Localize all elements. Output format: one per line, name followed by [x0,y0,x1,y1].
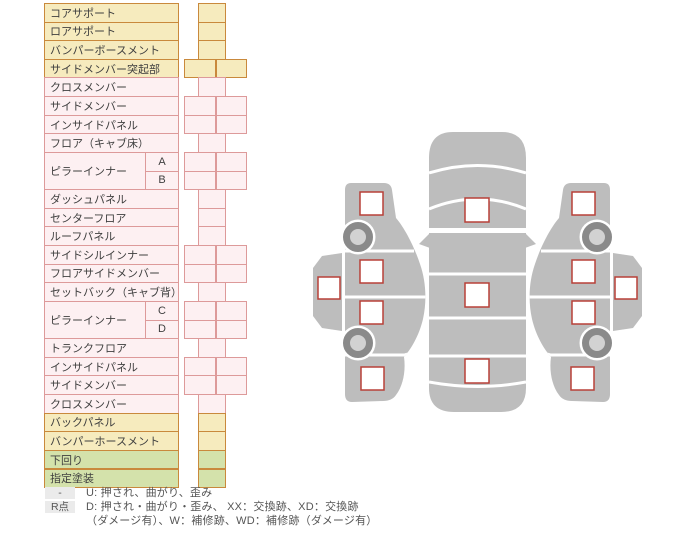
part-row-label: 指定塗装 [44,468,179,489]
part-sub-label: D [145,319,179,340]
damage-code-cell[interactable] [184,300,216,321]
damage-code-cell[interactable] [215,375,247,395]
part-row-label: ルーフパネル [44,226,179,247]
damage-code-cell[interactable] [184,151,216,172]
damage-code-cell[interactable] [215,58,247,79]
damage-code-cell[interactable] [198,394,226,414]
damage-code-cell[interactable] [198,468,226,489]
damage-code-cell[interactable] [215,300,247,321]
damage-markers [317,191,638,391]
part-row-label: コアサポート [44,3,179,23]
part-row-label: ダッシュパネル [44,189,179,209]
damage-code-cell[interactable] [215,263,247,284]
damage-code-cell[interactable] [198,338,226,358]
part-row-label: ピラーインナー [44,151,146,191]
marker-left-front-fender[interactable] [359,191,384,216]
part-row-label: フロア（キャブ床） [44,133,179,153]
part-sub-label: B [145,170,179,191]
damage-code-cell[interactable] [198,282,226,302]
damage-code-cell[interactable] [198,412,226,433]
left-mirror [419,233,430,248]
marker-top-hood[interactable] [464,197,490,223]
damage-code-cell[interactable] [215,245,247,265]
top-panel-dividers [429,164,526,388]
damage-code-cell[interactable] [198,21,226,42]
part-row-label: フロアサイドメンバー [44,263,179,284]
legend-row: R点 D: 押され・曲がり・歪み、 XX：交換跡、XD：交換跡 [45,500,378,514]
car-top-view [419,132,536,412]
marker-left-rear-quarter[interactable] [360,366,385,391]
damage-code-cell[interactable] [215,356,247,377]
damage-code-cell[interactable] [184,319,216,340]
damage-code-cell[interactable] [198,449,226,470]
damage-code-cell[interactable] [198,40,226,60]
damage-code-cell[interactable] [198,207,226,228]
damage-code-cell[interactable] [184,170,216,191]
damage-code-cell[interactable] [184,114,216,135]
legend-text: D: 押され・曲がり・歪み、 XX：交換跡、XD：交換跡 [86,501,359,513]
legend-text: （ダメージ有）、W：補修跡、WD：補修跡（ダメージ有） [86,515,378,527]
damage-code-cell[interactable] [215,114,247,135]
damage-code-cell[interactable] [198,133,226,153]
part-row-label: バンパーホースメント [44,431,179,451]
car-left-side-view [313,183,426,402]
damage-code-cell[interactable] [198,226,226,247]
damage-code-cell[interactable] [215,319,247,340]
rear-wheel [340,325,376,361]
damage-code-cell[interactable] [198,77,226,98]
part-row-label: トランクフロア [44,338,179,358]
part-row-label: 下回り [44,449,179,470]
damage-code-cell[interactable] [215,170,247,191]
part-row-label: サイドメンバー [44,375,179,395]
part-row-label: バンパーボースメント [44,40,179,60]
legend-badge-spacer [45,515,75,527]
part-row-label: サイドシルインナー [44,245,179,265]
marker-left-rear-door[interactable] [359,300,384,325]
legend-badge-rpoint: R点 [45,501,75,513]
marker-right-rocker[interactable] [614,276,638,300]
legend-text: U: 押され、曲がり、歪み [86,487,213,499]
part-row-label: サイドメンバー [44,96,179,116]
damage-code-cell[interactable] [184,96,216,116]
damage-code-cell[interactable] [215,151,247,172]
damage-code-cell[interactable] [198,431,226,451]
damage-code-cell[interactable] [198,189,226,209]
part-row-label: セットバック（キャブ背） [44,282,179,302]
front-wheel [340,219,376,255]
damage-code-cell[interactable] [184,356,216,377]
marker-right-rear-quarter[interactable] [570,366,595,391]
marker-right-rear-door[interactable] [571,300,596,325]
part-row-label: バックパネル [44,412,179,433]
legend-row: - U: 押され、曲がり、歪み [45,486,378,500]
part-row-label: インサイドパネル [44,356,179,377]
damage-code-cell[interactable] [184,263,216,284]
part-sub-label: C [145,300,179,321]
damage-code-cell[interactable] [198,3,226,23]
part-row-label: クロスメンバー [44,394,179,414]
damage-code-cell[interactable] [184,375,216,395]
part-sub-label: A [145,151,179,172]
part-row-label: センターフロア [44,207,179,228]
marker-left-rocker[interactable] [317,276,341,300]
part-row-label: サイドメンバー突起部 [44,58,179,79]
part-row-label: インサイドパネル [44,114,179,135]
damage-code-cell[interactable] [215,96,247,116]
part-row-label: ピラーインナー [44,300,146,340]
marker-top-trunk[interactable] [464,358,490,384]
legend-row: （ダメージ有）、W：補修跡、WD：補修跡（ダメージ有） [45,514,378,528]
damage-code-cell[interactable] [184,58,216,79]
legend-badge-dash: - [45,487,75,499]
marker-top-roof[interactable] [464,282,490,308]
marker-right-front-door[interactable] [571,259,596,284]
legend: - U: 押され、曲がり、歪み R点 D: 押され・曲がり・歪み、 XX：交換跡… [45,486,378,528]
damage-code-cell[interactable] [184,245,216,265]
right-mirror [525,233,536,248]
part-row-label: ロアサポート [44,21,179,42]
marker-right-front-fender[interactable] [571,191,596,216]
marker-left-front-door[interactable] [359,259,384,284]
part-row-label: クロスメンバー [44,77,179,98]
